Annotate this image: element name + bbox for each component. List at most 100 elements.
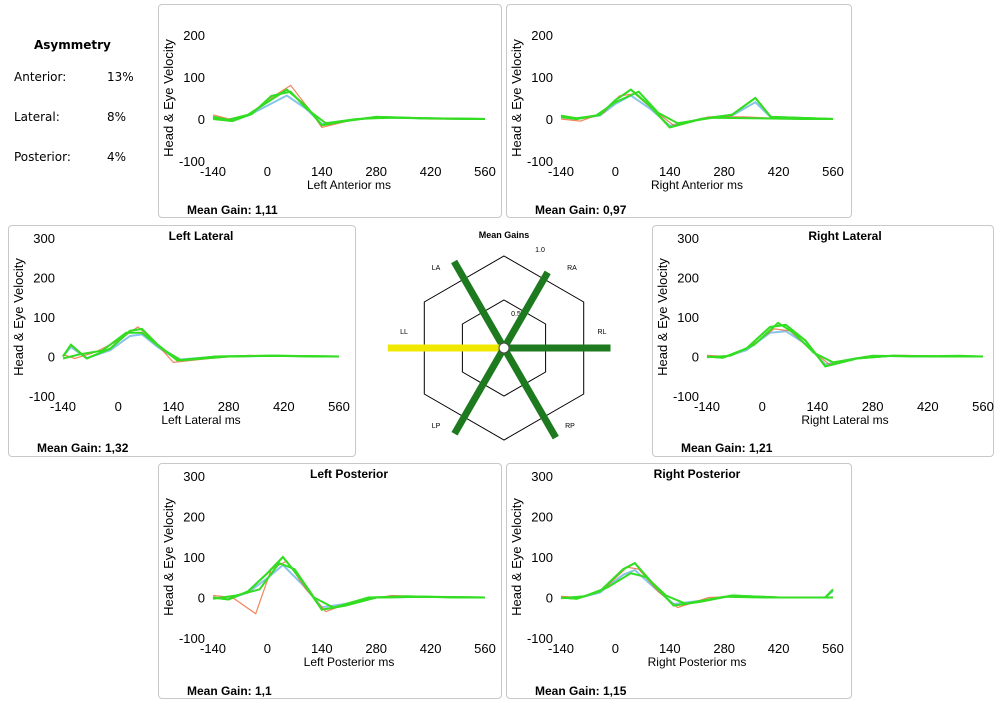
y-tick-label: 100: [531, 70, 553, 85]
y-axis-label: Head & Eye Velocity: [509, 498, 524, 616]
asymmetry-label: Posterior:: [14, 150, 71, 164]
radar-center: [498, 342, 510, 354]
x-tick-label: 140: [659, 641, 681, 656]
y-tick-label: 200: [183, 28, 205, 43]
y-tick-label: 200: [33, 271, 55, 286]
y-tick-label: -100: [527, 631, 553, 646]
x-tick-label: 560: [822, 641, 844, 656]
y-axis-label: Head & Eye Velocity: [161, 39, 176, 157]
left-lateral-panel: Left Lateral 300 200 100 0 -100 -140 0 140 280 420…: [8, 225, 356, 457]
x-tick-label: -140: [50, 399, 76, 414]
right-posterior-panel: Right Posterior 300 200 100 0 -100 -140 0 140 280…: [506, 463, 852, 699]
asymmetry-label: Lateral:: [14, 110, 60, 124]
x-axis-label: Right Lateral ms: [801, 413, 888, 427]
x-tick-label: 0: [759, 399, 766, 414]
eye-velocity-line: [212, 88, 486, 127]
right-anterior-chart: 200 100 0 -100-140 0 140 280 420 560 Right Anteri…: [509, 28, 844, 192]
right-anterior-panel: 200 100 0 -100 -140 0 140 280 420 560 Right Anteri…: [506, 4, 852, 218]
x-tick-label: 140: [807, 399, 829, 414]
x-tick-label: 560: [822, 164, 844, 179]
radar-axis-label: RA: [567, 265, 577, 272]
x-tick-label: 420: [420, 641, 442, 656]
y-tick-label: 100: [183, 550, 205, 565]
x-tick-label: -140: [548, 164, 574, 179]
x-tick-label: 420: [768, 164, 790, 179]
y-tick-label: 200: [531, 28, 553, 43]
x-axis-label: Left Anterior ms: [307, 178, 391, 192]
eye-velocity-line: [560, 561, 834, 607]
left-anterior-chart: 200 100 0 -100-140 0 140 280 420 560 Left Anterio…: [161, 28, 496, 192]
asymmetry-value: 13%: [107, 70, 134, 84]
y-tick-label: 100: [33, 310, 55, 325]
mean-gain-label: Mean Gain: 1,1: [187, 684, 272, 698]
y-tick-label: 300: [677, 231, 699, 246]
asymmetry-value: 4%: [107, 150, 127, 164]
left-posterior-chart: Left Posterior 300 200 100 0 -100-140 0 140 280 4…: [161, 467, 496, 669]
mean-gains-radar: Mean Gains 1.0 0.5 LA RA LL RL LP RP: [387, 230, 611, 441]
radar-axis-label: LP: [432, 423, 441, 430]
mean-gain-label: Mean Gain: 1,21: [681, 441, 773, 455]
left-anterior-panel: 200 100 0 -100 -140 0 140 280 420 560 Left Anterio…: [158, 4, 502, 218]
x-tick-label: 280: [218, 399, 240, 414]
y-tick-label: 0: [692, 350, 699, 365]
x-tick-label: 0: [264, 164, 271, 179]
x-tick-label: 140: [311, 641, 333, 656]
x-tick-label: 0: [612, 164, 619, 179]
gain-bar-lp: [451, 346, 508, 436]
right-lateral-chart: Right Lateral 300 200 100 0 -100-140 0 140 280 42…: [655, 229, 994, 427]
x-tick-label: 420: [273, 399, 295, 414]
eye-velocity-line: [560, 88, 834, 129]
y-tick-label: 200: [531, 510, 553, 525]
x-tick-label: 280: [862, 399, 884, 414]
y-tick-label: 300: [531, 469, 553, 484]
y-tick-label: 0: [48, 350, 55, 365]
x-tick-label: 140: [163, 399, 185, 414]
asymmetry-summary: Asymmetry Anterior: 13% Lateral: 8% Post…: [10, 34, 150, 174]
x-axis-label: Left Posterior ms: [304, 655, 395, 669]
radar-ring-label: 0.5: [511, 311, 521, 318]
mean-gain-label: Mean Gain: 1,11: [187, 203, 278, 217]
eye-velocity-line: [212, 555, 486, 611]
x-tick-label: -140: [200, 164, 226, 179]
y-tick-label: 100: [531, 550, 553, 565]
right-lateral-panel: Right Lateral 300 200 100 0 -100 -140 0 140 280 42…: [652, 225, 994, 457]
eye-velocity-line: [560, 88, 834, 129]
asymmetry-label: Anterior:: [14, 70, 67, 84]
y-tick-label: -100: [527, 154, 553, 169]
mean-gain-label: Mean Gain: 0,97: [535, 203, 627, 217]
eye-velocity-line: [62, 327, 340, 362]
gain-bar-ra: [500, 270, 551, 350]
radar-axis-label: LA: [432, 265, 441, 272]
x-tick-label: -140: [548, 641, 574, 656]
mean-gain-label: Mean Gain: 1,32: [37, 441, 129, 455]
y-tick-label: -100: [29, 389, 55, 404]
radar-ring-label: 1.0: [535, 247, 545, 254]
y-tick-label: -100: [179, 631, 205, 646]
x-tick-label: 560: [328, 399, 350, 414]
y-tick-label: 300: [183, 469, 205, 484]
x-tick-label: 140: [659, 164, 681, 179]
x-tick-label: 420: [768, 641, 790, 656]
x-axis-label: Left Lateral ms: [161, 413, 240, 427]
radar-outer-ring: [423, 255, 585, 441]
left-posterior-panel: Left Posterior 300 200 100 0 -100 -140 0 140 280 4…: [158, 463, 502, 699]
chart-title: Right Posterior: [654, 467, 741, 481]
asymmetry-title: Asymmetry: [34, 38, 111, 52]
chart-title: Left Posterior: [310, 467, 388, 481]
x-tick-label: 420: [917, 399, 939, 414]
y-tick-label: -100: [673, 389, 699, 404]
gain-bar-la: [451, 259, 508, 350]
y-tick-label: 0: [546, 112, 553, 127]
y-tick-label: 0: [198, 112, 205, 127]
radar-axis-label: LL: [400, 329, 408, 336]
x-axis-label: Right Anterior ms: [651, 178, 743, 192]
x-tick-label: 0: [115, 399, 122, 414]
x-tick-label: 560: [474, 164, 496, 179]
x-tick-label: -140: [694, 399, 720, 414]
x-tick-label: 280: [713, 641, 735, 656]
y-axis-label: Head & Eye Velocity: [509, 39, 524, 157]
x-tick-label: 280: [713, 164, 735, 179]
mean-gain-label: Mean Gain: 1,15: [535, 684, 627, 698]
eye-velocity-line: [212, 555, 486, 611]
x-tick-label: 280: [365, 164, 387, 179]
